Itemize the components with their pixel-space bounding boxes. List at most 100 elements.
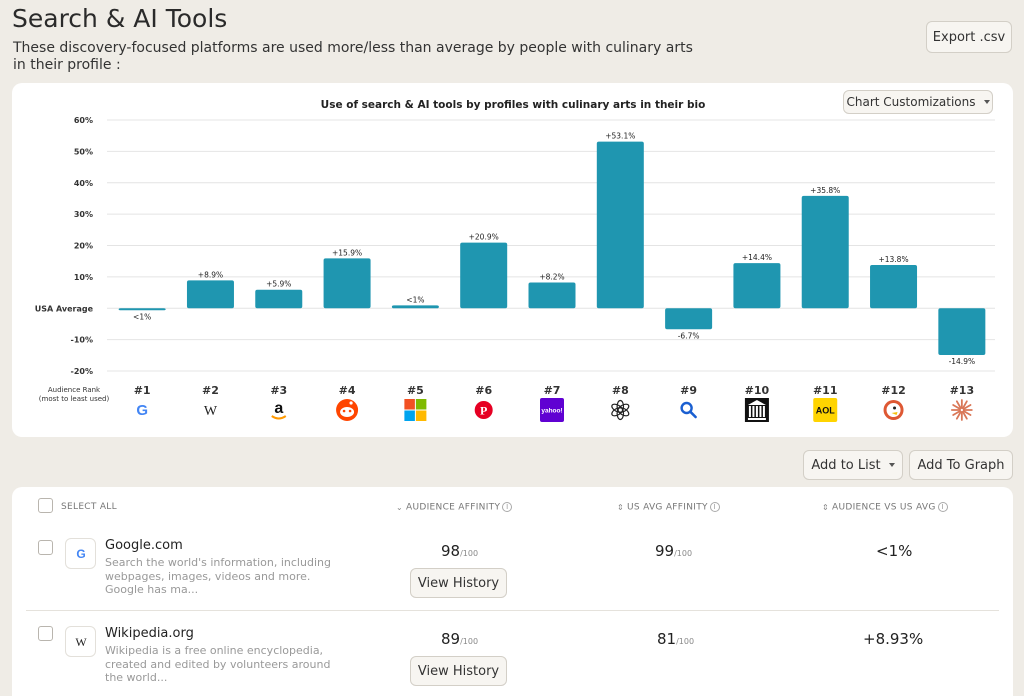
y-tick-label: 40%	[74, 179, 93, 188]
rank-axis-label: Audience Rank	[48, 386, 101, 394]
y-tick-label: 30%	[74, 210, 93, 219]
category-label: #9	[680, 384, 697, 397]
audience-affinity-number: 89	[441, 630, 461, 648]
chart-bar	[255, 289, 303, 309]
microsoft-icon	[404, 399, 427, 421]
chart-bar	[118, 308, 166, 311]
row-checkbox[interactable]	[38, 626, 53, 641]
audience-affinity-denominator: /100	[460, 637, 479, 646]
bar-data-label: -6.7%	[678, 331, 700, 340]
column-header-audience-label: AUDIENCE AFFINITY	[406, 502, 501, 513]
reddit-icon	[336, 399, 359, 421]
bar-data-label: +14.4%	[742, 253, 772, 262]
view-history-button[interactable]: View History	[410, 656, 507, 686]
chart-card: Use of search & AI tools by profiles wit…	[12, 83, 1013, 437]
audience-vs-us-avg-value: <1%	[876, 542, 913, 560]
y-tick-label: 10%	[74, 273, 93, 282]
column-header-audience-affinity[interactable]: ⌄ AUDIENCE AFFINITY i	[396, 502, 513, 513]
yahoo-icon: yahoo!	[540, 398, 564, 422]
table-row: G Google.com Search the world's informat…	[12, 532, 1013, 620]
chart-bar	[733, 263, 781, 309]
info-icon: i	[709, 502, 720, 512]
info-icon: i	[502, 502, 513, 512]
chart-bar	[323, 258, 371, 309]
add-to-graph-button[interactable]: Add To Graph	[909, 450, 1013, 480]
add-to-list-label: Add to List	[811, 457, 881, 473]
category-label: #5	[407, 384, 424, 397]
chart-bar	[938, 308, 986, 355]
chevron-down-icon	[888, 463, 895, 467]
aol-icon: AOL	[813, 398, 838, 422]
sort-icon: ⌄	[396, 502, 404, 512]
us-avg-affinity-value: 99/100	[655, 542, 692, 560]
results-table: SELECT ALL ⌄ AUDIENCE AFFINITY i ⇕ US AVG A…	[12, 487, 1013, 696]
chevron-down-icon	[983, 100, 990, 104]
bar-data-label: +15.9%	[332, 248, 362, 257]
table-row: W Wikipedia.org Wikipedia is a free onli…	[12, 620, 1013, 696]
bar-data-label: +53.1%	[605, 132, 635, 141]
view-history-button[interactable]: View History	[410, 568, 507, 598]
bar-data-label: +35.8%	[810, 186, 840, 195]
y-tick-label: 60%	[74, 116, 93, 125]
chart-customizations-button[interactable]: Chart Customizations	[843, 90, 993, 114]
site-name[interactable]: Wikipedia.org	[105, 626, 194, 641]
info-icon: i	[937, 502, 948, 512]
category-label: #11	[813, 384, 838, 397]
library-icon	[744, 398, 769, 422]
add-to-list-button[interactable]: Add to List	[803, 450, 903, 480]
category-label: #7	[544, 384, 561, 397]
google-icon: G	[65, 538, 96, 569]
row-checkbox[interactable]	[38, 540, 53, 555]
svg-text:G: G	[76, 547, 85, 561]
category-label: #2	[202, 384, 219, 397]
svg-text:W: W	[75, 635, 87, 649]
chart-bar	[186, 280, 234, 309]
site-description: Wikipedia is a free online encyclopedia,…	[105, 644, 331, 684]
chart-customizations-label: Chart Customizations	[846, 95, 976, 109]
category-label: #4	[339, 384, 356, 397]
pinterest-icon: P	[474, 401, 493, 419]
chart-bar	[596, 141, 644, 309]
column-header-us-avg-label: US AVG AFFINITY	[627, 502, 708, 513]
chart-bar	[870, 264, 918, 309]
sort-icon: ⇕	[822, 502, 830, 512]
wikipedia-icon: W	[65, 626, 96, 657]
us-avg-affinity-number: 99	[655, 542, 675, 560]
rank-axis-sublabel: (most to least used)	[39, 395, 110, 403]
bar-data-label: +20.9%	[469, 233, 499, 242]
category-label: #3	[270, 384, 287, 397]
category-label: #12	[881, 384, 906, 397]
column-header-audience-vs-us-avg[interactable]: ⇕ AUDIENCE VS US AVG i	[822, 502, 948, 513]
y-tick-label: USA Average	[35, 304, 94, 313]
duckduckgo-icon	[883, 400, 904, 420]
bar-data-label: +13.8%	[878, 255, 908, 264]
svg-text:a: a	[274, 400, 283, 417]
bar-data-label: -14.9%	[949, 357, 976, 366]
chart-bar	[460, 242, 508, 309]
audience-affinity-value: 98/100	[441, 542, 478, 560]
column-header-us-avg-affinity[interactable]: ⇕ US AVG AFFINITY i	[617, 502, 720, 513]
site-name[interactable]: Google.com	[105, 538, 183, 553]
us-avg-affinity-denominator: /100	[674, 549, 693, 558]
y-tick-label: 50%	[74, 147, 93, 156]
column-header-vs-label: AUDIENCE VS US AVG	[832, 502, 936, 513]
page-subtitle: These discovery-focused platforms are us…	[13, 40, 693, 73]
bar-data-label: <1%	[406, 295, 424, 304]
us-avg-affinity-denominator: /100	[676, 637, 695, 646]
select-all-checkbox[interactable]	[38, 498, 53, 513]
category-label: #10	[745, 384, 770, 397]
bar-data-label: <1%	[133, 312, 151, 321]
svg-text:W: W	[204, 404, 218, 419]
chart-bar	[528, 282, 576, 309]
page-title: Search & AI Tools	[12, 4, 228, 33]
svg-text:AOL: AOL	[816, 406, 836, 416]
bar-data-label: +5.9%	[266, 280, 291, 289]
row-divider	[26, 610, 999, 611]
us-avg-affinity-number: 81	[657, 630, 677, 648]
sort-icon: ⇕	[617, 502, 625, 512]
y-tick-label: -10%	[71, 336, 93, 345]
export-csv-button[interactable]: Export .csv	[926, 21, 1012, 53]
openai-icon	[611, 399, 630, 421]
amazon-icon: a	[271, 400, 287, 420]
audience-affinity-value: 89/100	[441, 630, 478, 648]
